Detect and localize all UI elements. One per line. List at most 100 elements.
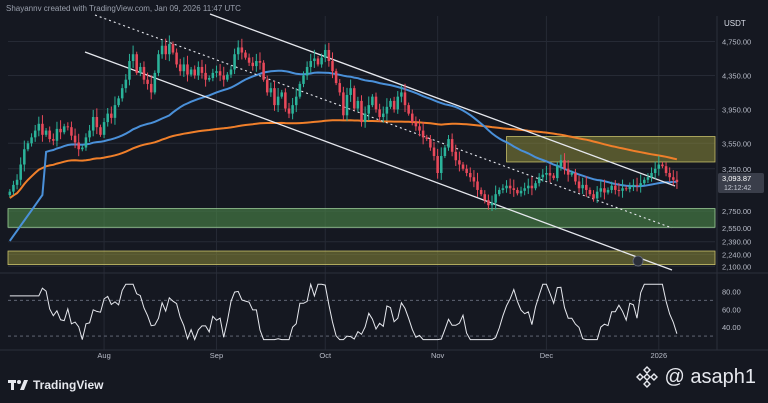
candle-body bbox=[653, 168, 657, 173]
candle-body bbox=[530, 185, 534, 189]
candle-body bbox=[360, 100, 363, 123]
candle-body bbox=[262, 62, 265, 80]
candle-body bbox=[577, 181, 581, 189]
candle-body bbox=[251, 62, 254, 67]
time-tick-label: Nov bbox=[431, 351, 445, 360]
candle-body bbox=[472, 177, 476, 182]
candle-body bbox=[70, 127, 73, 136]
time-tick-label: 2026 bbox=[650, 351, 667, 360]
watermark-handle: @ asaph1 bbox=[664, 365, 756, 388]
candle-body bbox=[650, 172, 653, 178]
price-tick-label: 3,550.00 bbox=[722, 139, 751, 148]
candle-body bbox=[73, 135, 77, 143]
candle-body bbox=[469, 172, 472, 178]
candle-body bbox=[570, 172, 574, 175]
candle-body bbox=[378, 109, 381, 118]
candle-body bbox=[142, 66, 146, 80]
candle-body bbox=[302, 75, 305, 84]
candle-body bbox=[592, 194, 595, 199]
candle-body bbox=[418, 126, 421, 131]
candle-body bbox=[407, 105, 410, 114]
last-price-tag bbox=[718, 172, 764, 193]
candle-body bbox=[77, 142, 80, 150]
candle-body bbox=[316, 58, 320, 65]
candle-body bbox=[323, 49, 327, 58]
candle-body bbox=[229, 69, 233, 75]
candle-body bbox=[19, 164, 22, 180]
candle-body bbox=[403, 92, 407, 106]
candle-body bbox=[512, 188, 516, 190]
candle-body bbox=[352, 88, 356, 109]
candle-body bbox=[164, 45, 167, 55]
candle-body bbox=[505, 185, 508, 189]
candle-body bbox=[135, 54, 138, 73]
candle-body bbox=[672, 177, 675, 180]
candle-body bbox=[211, 72, 215, 78]
candle-body bbox=[559, 160, 563, 167]
candle-body bbox=[160, 45, 164, 55]
candle-body bbox=[548, 172, 552, 176]
binance-logo-icon bbox=[635, 366, 658, 388]
candle-body bbox=[614, 185, 617, 190]
candle-body bbox=[12, 184, 15, 192]
candle-body bbox=[124, 79, 128, 89]
candle-body bbox=[313, 58, 316, 62]
candle-body bbox=[26, 143, 30, 150]
candle-body bbox=[52, 139, 55, 141]
candle-body bbox=[273, 88, 276, 106]
chart-credit: Shayannv created with TradingView.com, J… bbox=[6, 4, 241, 13]
candle-body bbox=[385, 106, 389, 114]
countdown-label: 12:12:42 bbox=[724, 185, 751, 192]
candle-body bbox=[66, 126, 70, 128]
candle-body bbox=[236, 47, 240, 55]
candle-body bbox=[345, 94, 349, 116]
candle-body bbox=[204, 72, 207, 80]
candle-body bbox=[294, 96, 298, 106]
candle-body bbox=[599, 188, 603, 192]
candle-body bbox=[458, 160, 461, 165]
time-tick-label: Sep bbox=[210, 351, 223, 360]
candle-body bbox=[102, 122, 106, 135]
candle-body bbox=[508, 185, 512, 189]
candle-body bbox=[128, 61, 131, 80]
candle-body bbox=[392, 100, 396, 110]
price-tick-label: 4,750.00 bbox=[722, 38, 751, 47]
candle-body bbox=[215, 71, 218, 73]
candle-body bbox=[646, 177, 650, 180]
candle-body bbox=[291, 105, 294, 114]
candle-body bbox=[48, 130, 51, 140]
candle-body bbox=[537, 177, 541, 184]
tradingview-logo-icon bbox=[8, 380, 28, 390]
candle-body bbox=[523, 188, 526, 191]
candle-body bbox=[603, 188, 606, 193]
candle-body bbox=[284, 92, 287, 109]
candle-body bbox=[421, 130, 425, 138]
candle-body bbox=[657, 164, 661, 169]
candle-body bbox=[233, 54, 236, 70]
candle-body bbox=[494, 194, 497, 203]
candle-body bbox=[447, 139, 450, 148]
candle-body bbox=[175, 52, 178, 65]
candle-body bbox=[632, 184, 635, 187]
candle-body bbox=[265, 79, 269, 93]
candle-body bbox=[628, 186, 632, 190]
candle-body bbox=[207, 77, 211, 80]
candle-body bbox=[356, 100, 360, 109]
candle-body bbox=[99, 127, 102, 135]
candle-body bbox=[661, 164, 664, 167]
time-tick-label: Oct bbox=[319, 351, 332, 360]
candle-body bbox=[675, 179, 679, 182]
candle-body bbox=[498, 189, 501, 195]
candle-body bbox=[443, 147, 447, 157]
candle-body bbox=[331, 61, 334, 72]
candle-body bbox=[189, 69, 193, 75]
candle-body bbox=[91, 117, 95, 131]
candle-body bbox=[200, 66, 204, 73]
candle-body bbox=[110, 113, 113, 118]
candle-body bbox=[389, 100, 392, 107]
candle-body bbox=[476, 181, 479, 190]
tradingview-brand[interactable]: TradingView bbox=[8, 378, 103, 392]
candle-body bbox=[33, 130, 37, 138]
candle-body bbox=[269, 88, 273, 93]
